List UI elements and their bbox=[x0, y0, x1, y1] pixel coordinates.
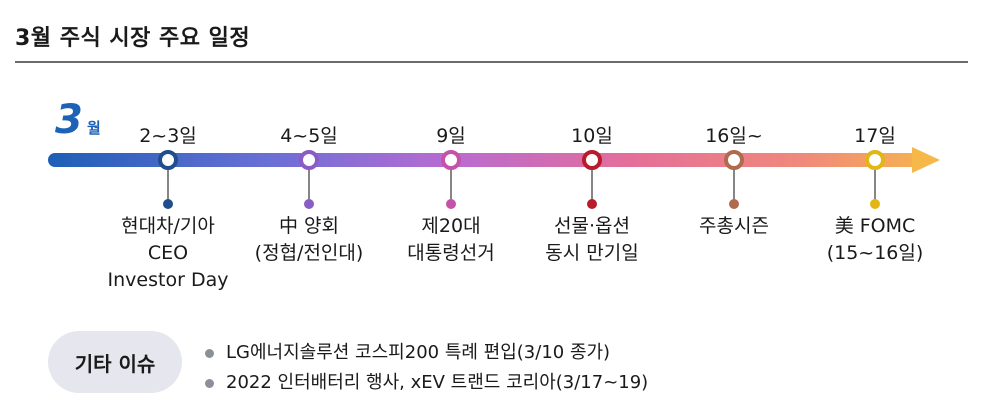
bullet-icon bbox=[205, 348, 214, 358]
event-description: 美 FOMC (15~16일) bbox=[827, 213, 924, 267]
event-line: 中 양회 bbox=[278, 215, 339, 237]
event-line: (15~16일) bbox=[826, 242, 924, 264]
timeline-bar bbox=[48, 153, 918, 167]
timeline-node bbox=[865, 150, 885, 170]
other-issue-item: LG에너지솔루션 코스피200 특례 편입(3/10 종가) bbox=[205, 338, 648, 368]
event-dot bbox=[729, 199, 739, 209]
event-date: 10일 bbox=[571, 125, 613, 147]
event-date: 4~5일 bbox=[280, 125, 338, 147]
event-dot bbox=[163, 199, 173, 209]
event-line: 선물·옵션 bbox=[554, 215, 630, 237]
event-dot bbox=[587, 199, 597, 209]
timeline-node bbox=[158, 150, 178, 170]
event-description: 中 양회 (정협/전인대) bbox=[255, 213, 364, 267]
timeline-node bbox=[724, 150, 744, 170]
timeline-node bbox=[582, 150, 602, 170]
event-line: 대통령선거 bbox=[407, 242, 495, 264]
event-line: 제20대 bbox=[421, 215, 481, 237]
event-date: 17일 bbox=[854, 125, 896, 147]
event-line: (정협/전인대) bbox=[254, 242, 364, 264]
event-description: 현대차/기아 CEO Investor Day bbox=[108, 213, 229, 294]
event-line: 현대차/기아 bbox=[121, 215, 215, 237]
event-line: CEO bbox=[147, 242, 189, 264]
event-line: 주총시즌 bbox=[699, 215, 769, 237]
month-suffix: 월 bbox=[87, 119, 101, 137]
month-number: 3 bbox=[55, 97, 83, 143]
timeline-arrowhead bbox=[912, 147, 940, 173]
other-issue-text: 2022 인터배터리 행사, xEV 트랜드 코리아(3/17~19) bbox=[226, 372, 649, 393]
event-date: 2~3일 bbox=[139, 125, 197, 147]
event-date: 9일 bbox=[436, 125, 466, 147]
other-issues-label: 기타 이슈 bbox=[48, 331, 182, 393]
title-divider bbox=[15, 61, 968, 63]
event-line: Investor Day bbox=[107, 269, 229, 291]
event-description: 주총시즌 bbox=[699, 213, 769, 240]
timeline-node bbox=[441, 150, 461, 170]
other-issues-list: LG에너지솔루션 코스피200 특례 편입(3/10 종가) 2022 인터배터… bbox=[205, 338, 648, 398]
event-dot bbox=[870, 199, 880, 209]
page-title: 3월 주식 시장 주요 일정 bbox=[15, 26, 251, 51]
bullet-icon bbox=[205, 378, 214, 388]
other-issue-text: LG에너지솔루션 코스피200 특례 편입(3/10 종가) bbox=[226, 342, 611, 363]
event-line: 동시 만기일 bbox=[545, 242, 639, 264]
event-line: 美 FOMC bbox=[834, 215, 916, 237]
event-dot bbox=[304, 199, 314, 209]
other-issue-item: 2022 인터배터리 행사, xEV 트랜드 코리아(3/17~19) bbox=[205, 368, 648, 398]
event-dot bbox=[446, 199, 456, 209]
timeline-node bbox=[299, 150, 319, 170]
event-date: 16일~ bbox=[705, 125, 763, 147]
